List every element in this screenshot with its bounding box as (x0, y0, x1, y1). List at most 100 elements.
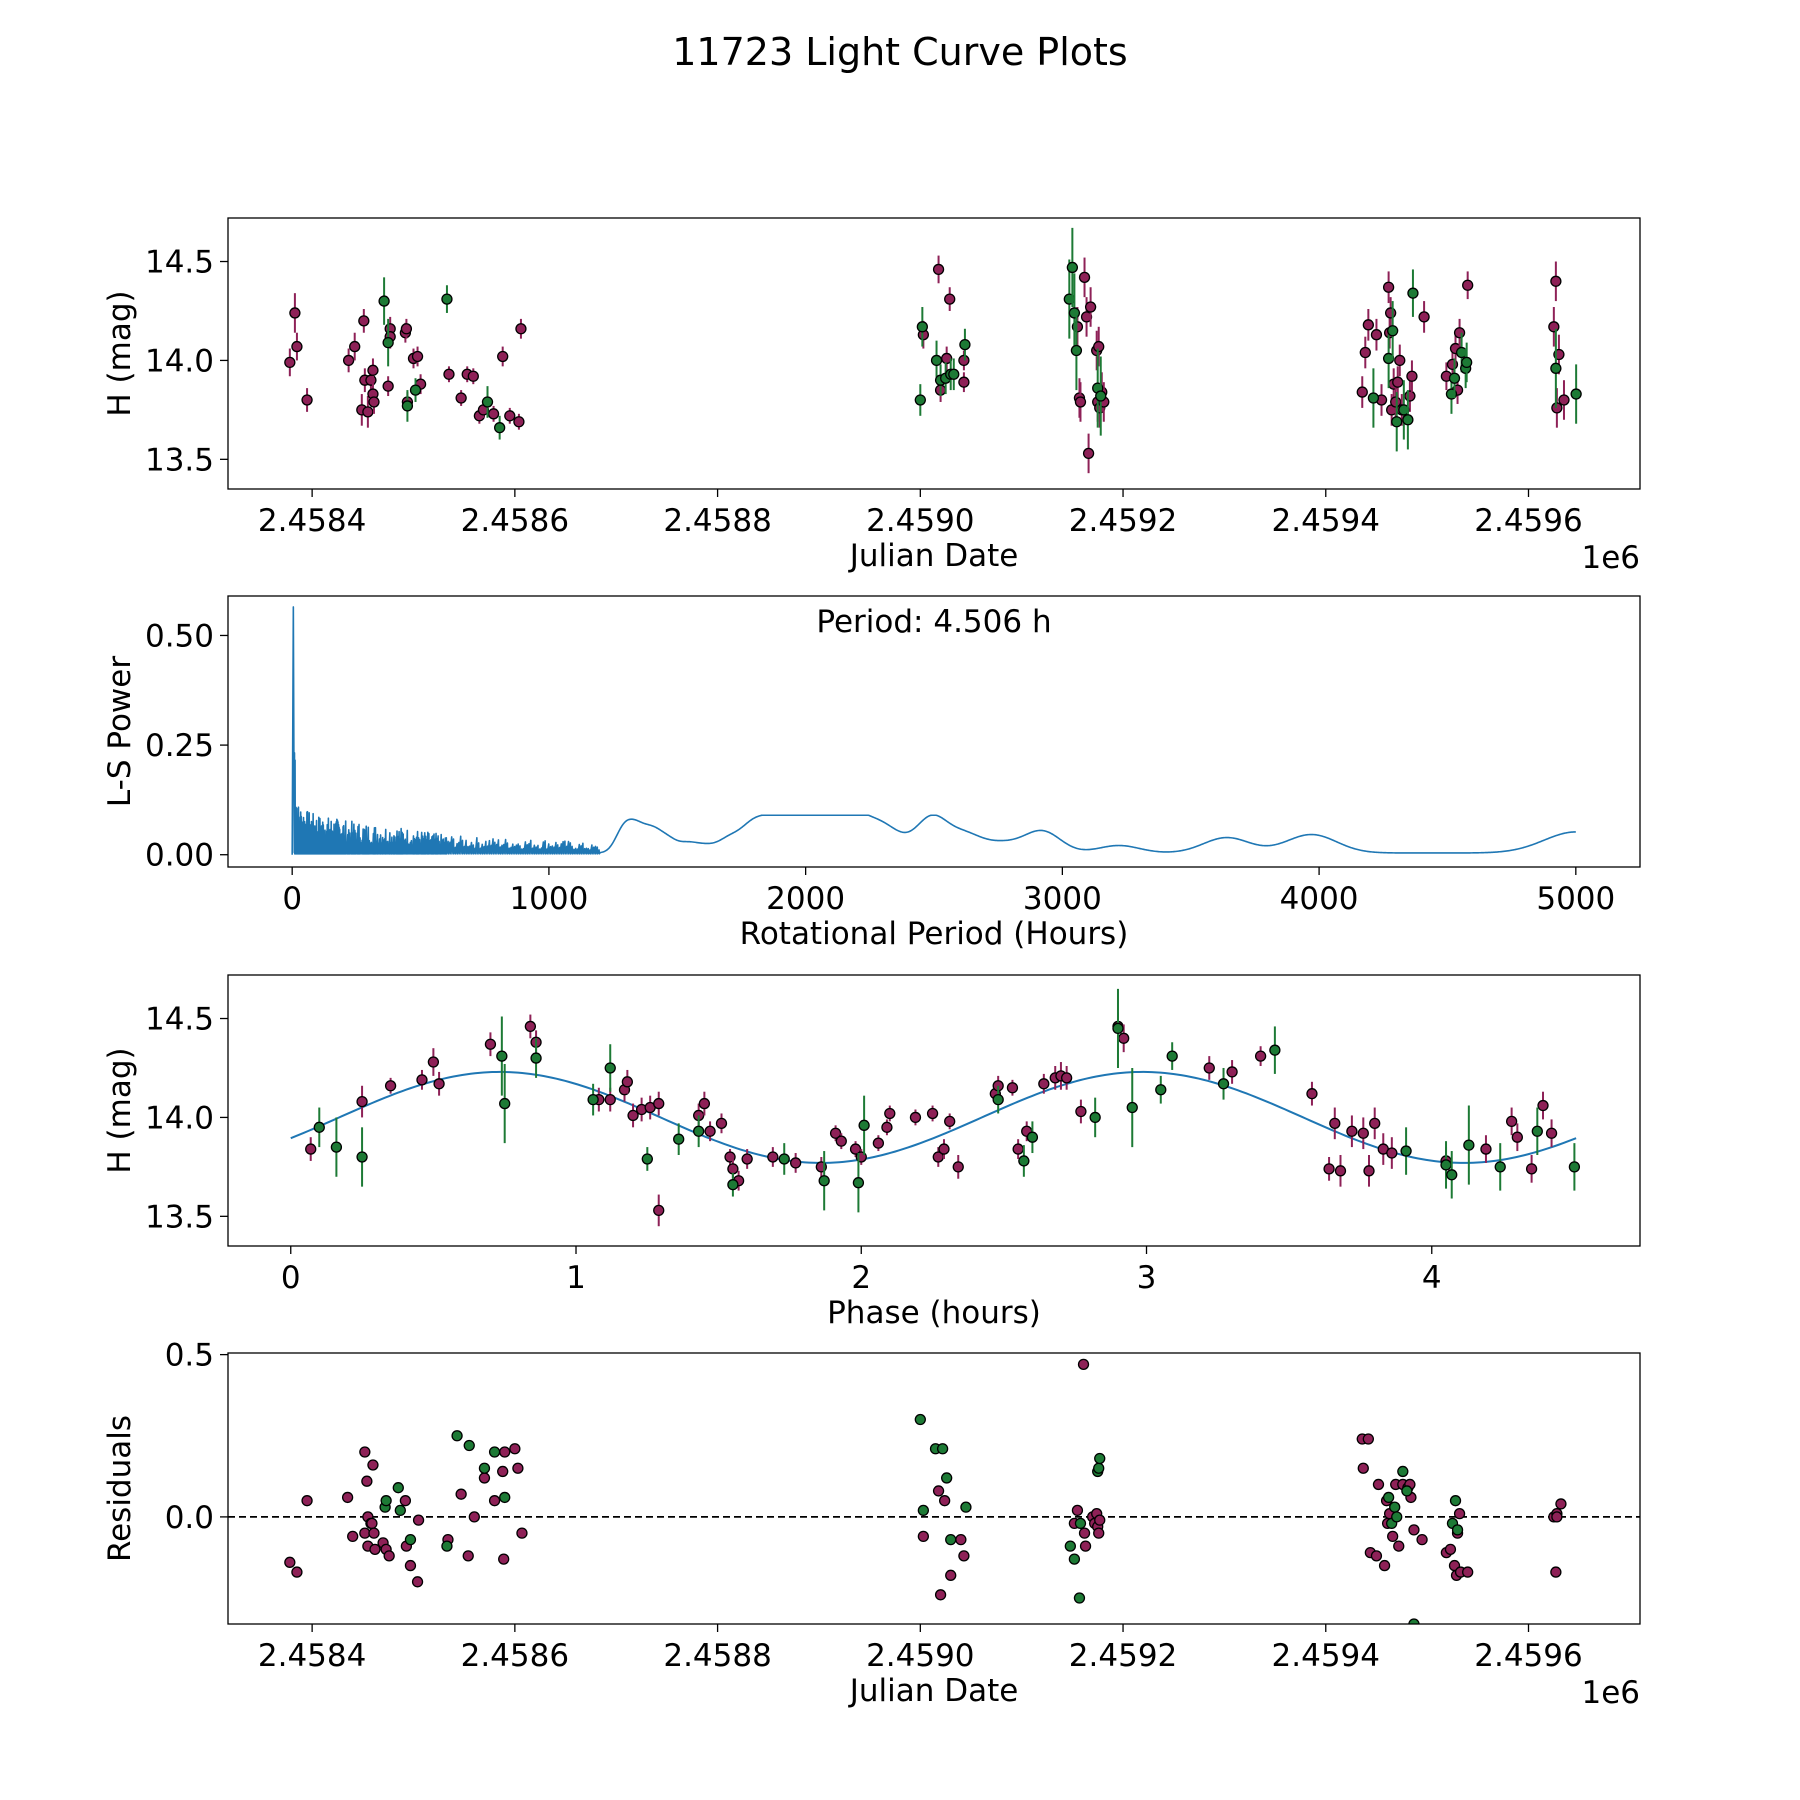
plot-area (284, 227, 1582, 474)
data-point (1359, 346, 1371, 359)
data-point (1382, 1491, 1395, 1504)
data-point (945, 1569, 957, 1581)
data-point (1126, 1101, 1138, 1114)
data-point (1095, 390, 1107, 402)
data-point (499, 1446, 511, 1458)
figure-title: 11723 Light Curve Plots (672, 30, 1127, 74)
data-point (1378, 1559, 1391, 1572)
data-point (1531, 1125, 1543, 1137)
data-point (289, 307, 301, 319)
data-point (499, 1097, 511, 1110)
data-point (1060, 1072, 1073, 1084)
data-point (952, 1161, 964, 1173)
data-point (1461, 356, 1473, 369)
data-point (367, 1459, 379, 1471)
data-point (513, 416, 525, 428)
x-tick-label: 2.4594 (1272, 503, 1380, 539)
data-point (641, 1153, 653, 1165)
y-axis-label: H (mag) (102, 1047, 138, 1173)
y-tick-label: 0.0 (165, 1500, 214, 1536)
data-point (487, 408, 500, 420)
data-point (945, 1533, 957, 1546)
data-point (1394, 354, 1406, 367)
data-point (468, 1511, 480, 1523)
data-point (704, 1125, 716, 1137)
data-point (1357, 1127, 1369, 1139)
x-tick-label: 4 (1422, 1260, 1442, 1296)
plot-area (228, 1358, 1640, 1624)
data-point (1416, 1533, 1428, 1546)
data-point (1073, 1592, 1086, 1604)
data-point (1408, 1618, 1420, 1624)
data-point (621, 1076, 634, 1088)
x-tick-label: 2 (851, 1260, 871, 1296)
data-point (858, 1119, 870, 1131)
x-axis-label: Julian Date (848, 1673, 1019, 1709)
data-point (330, 1141, 343, 1153)
data-point (1306, 1088, 1318, 1100)
data-point (1545, 1127, 1558, 1139)
data-point (313, 1121, 325, 1133)
data-point (362, 406, 374, 418)
data-point (1391, 1511, 1403, 1523)
x-axis-label: Julian Date (848, 538, 1019, 574)
data-point (1449, 1495, 1462, 1507)
data-point (944, 1115, 956, 1128)
period-annotation: Period: 4.506 h (816, 604, 1051, 640)
y-tick-label: 0.25 (145, 728, 214, 764)
data-point (427, 1056, 440, 1068)
x-tick-label: 2.4590 (866, 503, 974, 539)
data-point (359, 1446, 371, 1458)
x-tick-label: 2.4584 (258, 1638, 366, 1674)
data-point (504, 410, 516, 422)
y-axis-label: L-S Power (102, 656, 138, 807)
data-point (693, 1125, 705, 1137)
data-point (936, 1443, 949, 1455)
data-point (1226, 1066, 1238, 1078)
y-axis-label: H (mag) (102, 290, 138, 416)
data-point (467, 370, 479, 382)
x-tick-label: 3 (1137, 1260, 1157, 1296)
data-point (653, 1097, 665, 1110)
data-point (451, 1430, 463, 1442)
x-tick-label: 2.4592 (1069, 1638, 1177, 1674)
data-point (291, 340, 303, 353)
data-point (498, 1553, 510, 1565)
data-point (1093, 1527, 1105, 1539)
data-point (433, 1078, 445, 1090)
data-point (1406, 370, 1418, 382)
data-point (1093, 1462, 1105, 1474)
y-tick-label: 14.5 (145, 1002, 214, 1038)
data-point (1118, 1032, 1130, 1044)
data-point (1066, 261, 1079, 274)
data-point (367, 364, 379, 376)
y-axis-label: Residuals (102, 1415, 138, 1562)
data-point (1038, 1078, 1050, 1090)
data-point (1370, 1550, 1383, 1562)
data-point (516, 1527, 528, 1539)
data-point (992, 1093, 1004, 1106)
data-point (1451, 1524, 1464, 1536)
data-point (404, 1559, 417, 1572)
periodogram-line (291, 606, 1576, 855)
data-point (1462, 1566, 1474, 1578)
data-point (411, 1576, 424, 1588)
data-point (653, 1204, 665, 1217)
data-point (356, 1095, 368, 1108)
data-point (958, 354, 970, 367)
data-point (478, 1472, 491, 1484)
data-point (301, 1495, 313, 1507)
data-point (1444, 1543, 1457, 1556)
data-point (872, 1137, 885, 1149)
data-point (368, 1527, 380, 1539)
data-point (818, 1175, 830, 1187)
data-point (587, 1093, 599, 1106)
data-point (884, 1107, 896, 1120)
data-point (291, 1566, 303, 1578)
data-point (958, 376, 970, 388)
y-tick-label: 0.5 (165, 1338, 214, 1374)
data-point (627, 1109, 639, 1122)
x-tick-label: 3000 (1023, 881, 1102, 917)
data-point (481, 396, 494, 408)
